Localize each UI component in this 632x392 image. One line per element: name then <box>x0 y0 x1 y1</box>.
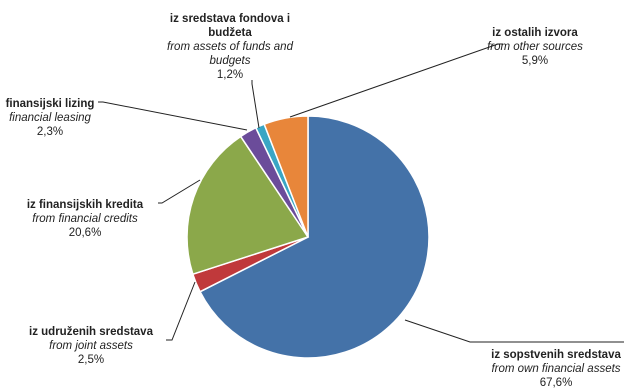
leader-line <box>98 101 248 131</box>
slice-label-sr: iz sredstava fondova i budžeta <box>169 13 291 39</box>
leader-line <box>251 80 260 129</box>
slice-label-sr: iz sopstvenih sredstava <box>491 349 621 361</box>
slice-own-assets <box>199 115 430 359</box>
slice-percentage: 20,6% <box>68 227 102 239</box>
leader-line <box>158 179 201 204</box>
slice-label-en: financial leasing <box>9 112 91 124</box>
slice-label-en: from joint assets <box>49 340 133 352</box>
slice-label-funds-budgets: iz sredstava fondova i budžeta from asse… <box>150 12 310 82</box>
slice-label-en: from financial credits <box>32 213 138 225</box>
slice-label-en: from other sources <box>487 41 583 53</box>
slice-label-other-sources: iz ostalih izvora from other sources 5,9… <box>470 26 600 68</box>
slice-percentage: 1,2% <box>216 69 244 81</box>
slice-percentage: 2,3% <box>36 126 64 138</box>
slice-label-sr: iz udruženih sredstava <box>29 326 153 338</box>
slice-label-sr: finansijski lizing <box>5 98 95 110</box>
slice-other-sources <box>263 115 309 238</box>
slice-label-joint-assets: iz udruženih sredstava from joint assets… <box>10 325 172 367</box>
slice-percentage: 2,5% <box>77 354 105 366</box>
slice-financial-credits <box>186 135 310 276</box>
slice-label-en: from own financial assets <box>491 363 621 375</box>
leader-line <box>289 43 503 118</box>
leader-line <box>166 281 196 341</box>
slice-label-sr: iz ostalih izvora <box>492 27 578 39</box>
leader-line <box>404 319 624 343</box>
slice-label-en: from assets of funds and budgets <box>167 41 293 67</box>
slice-label-own-assets: iz sopstvenih sredstava from own financi… <box>478 348 632 390</box>
slice-label-financial-leasing: finansijski lizing financial leasing 2,3… <box>2 97 98 139</box>
slice-percentage: 5,9% <box>521 55 549 67</box>
slice-label-sr: iz finansijskih kredita <box>26 199 144 211</box>
slice-label-financial-credits: iz finansijskih kredita from financial c… <box>8 198 162 240</box>
slice-percentage: 67,6% <box>539 377 573 389</box>
